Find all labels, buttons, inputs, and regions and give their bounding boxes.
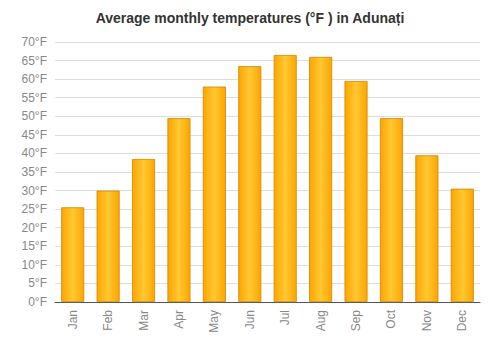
- svg-text:Feb: Feb: [101, 310, 115, 331]
- svg-text:Sep: Sep: [349, 310, 363, 332]
- svg-text:45°F: 45°F: [22, 128, 47, 142]
- svg-text:Nov: Nov: [420, 310, 434, 331]
- svg-text:20°F: 20°F: [22, 221, 47, 235]
- svg-text:55°F: 55°F: [22, 91, 47, 105]
- svg-text:Jul: Jul: [278, 310, 292, 325]
- svg-text:40°F: 40°F: [22, 146, 47, 160]
- svg-text:25°F: 25°F: [22, 202, 47, 216]
- svg-text:30°F: 30°F: [22, 184, 47, 198]
- svg-text:Jun: Jun: [243, 310, 257, 329]
- svg-text:5°F: 5°F: [28, 276, 47, 290]
- svg-text:May: May: [207, 310, 221, 333]
- svg-text:15°F: 15°F: [22, 239, 47, 253]
- svg-text:Mar: Mar: [137, 310, 151, 331]
- svg-text:Oct: Oct: [384, 309, 398, 328]
- svg-text:Apr: Apr: [172, 310, 186, 329]
- svg-text:Jan: Jan: [66, 310, 80, 329]
- svg-text:Aug: Aug: [314, 310, 328, 331]
- svg-text:0°F: 0°F: [28, 295, 47, 309]
- svg-text:Dec: Dec: [455, 310, 469, 331]
- svg-text:60°F: 60°F: [22, 72, 47, 86]
- svg-text:50°F: 50°F: [22, 109, 47, 123]
- svg-text:35°F: 35°F: [22, 165, 47, 179]
- svg-text:Average monthly temperatures (: Average monthly temperatures (°F ) in Ad…: [96, 10, 405, 26]
- svg-text:65°F: 65°F: [22, 54, 47, 68]
- svg-text:10°F: 10°F: [22, 258, 47, 272]
- svg-text:70°F: 70°F: [22, 35, 47, 49]
